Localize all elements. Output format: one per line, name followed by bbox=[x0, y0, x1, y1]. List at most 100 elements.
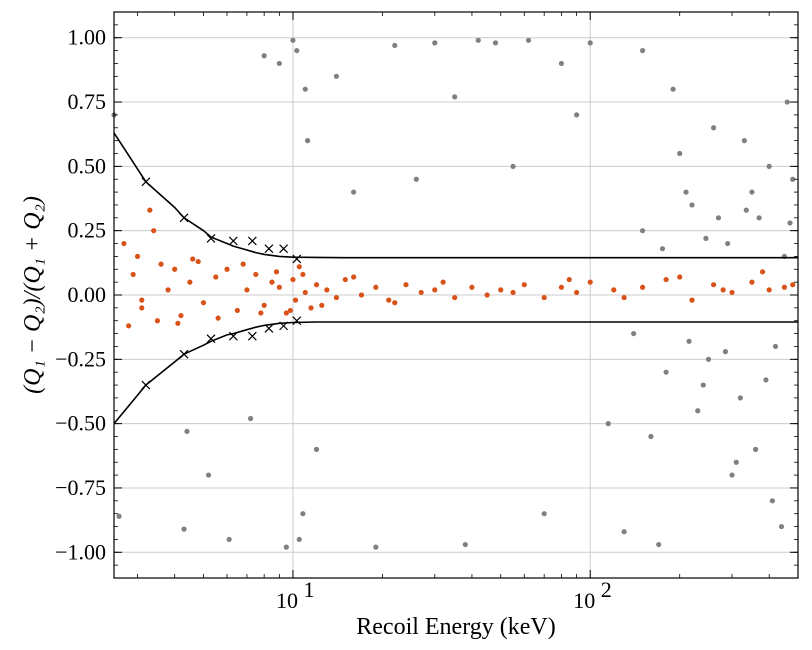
cross-marker bbox=[264, 244, 274, 254]
selected-point bbox=[452, 294, 458, 301]
rejected-point bbox=[695, 408, 701, 414]
rejected-point bbox=[302, 86, 308, 92]
cross-marker bbox=[247, 236, 257, 246]
selected-point bbox=[175, 320, 181, 326]
rejected-point bbox=[787, 220, 793, 226]
rejected-point bbox=[525, 37, 532, 43]
selected-point bbox=[510, 289, 516, 296]
rejected-point bbox=[475, 37, 481, 43]
y-tick-label: 0.75 bbox=[68, 89, 107, 114]
upper-band-line bbox=[113, 132, 798, 259]
selected-point bbox=[432, 287, 438, 293]
x-tick-exponent: 1 bbox=[303, 577, 314, 602]
rejected-point bbox=[763, 377, 769, 383]
rejected-point bbox=[574, 112, 580, 118]
y-tick-label: −0.75 bbox=[55, 475, 106, 500]
cross-marker bbox=[206, 233, 216, 243]
y-tick-label: 1.00 bbox=[68, 25, 107, 50]
selected-point bbox=[386, 297, 392, 303]
rejected-point bbox=[631, 330, 637, 337]
selected-point bbox=[469, 284, 475, 290]
rejected-point bbox=[710, 125, 717, 131]
selected-point bbox=[663, 276, 669, 283]
rejected-point bbox=[778, 523, 785, 530]
cross-marker bbox=[279, 244, 289, 254]
selected-point bbox=[134, 253, 141, 260]
selected-point bbox=[154, 318, 161, 324]
selected-point bbox=[213, 274, 219, 280]
selected-point bbox=[234, 307, 240, 314]
selected-point bbox=[139, 305, 145, 311]
cross-marker bbox=[264, 324, 274, 333]
cross-marker bbox=[228, 236, 238, 246]
selected-point bbox=[200, 300, 207, 306]
rejected-point bbox=[116, 513, 122, 519]
cross-marker bbox=[292, 316, 302, 326]
rejected-point bbox=[686, 338, 692, 344]
selected-point bbox=[729, 289, 735, 296]
rejected-point bbox=[181, 526, 187, 532]
selected-point bbox=[302, 289, 308, 296]
selected-point bbox=[139, 297, 145, 303]
selected-point bbox=[484, 292, 490, 298]
rejected-point bbox=[648, 433, 654, 440]
selected-point bbox=[574, 289, 580, 296]
rejected-point bbox=[510, 163, 516, 169]
rejected-point bbox=[756, 215, 762, 221]
rejected-point bbox=[715, 215, 722, 221]
cross-marker bbox=[141, 177, 151, 187]
rejected-point bbox=[373, 544, 379, 550]
rejected-point bbox=[705, 356, 712, 362]
rejected-point bbox=[605, 421, 611, 427]
cross-marker bbox=[247, 331, 257, 341]
cross-marker bbox=[228, 331, 238, 341]
rejected-point bbox=[226, 536, 232, 543]
selected-point bbox=[126, 323, 132, 329]
selected-point bbox=[358, 292, 365, 298]
rejected-point bbox=[656, 541, 662, 548]
selected-point bbox=[147, 207, 153, 213]
rejected-point bbox=[677, 150, 683, 157]
selected-point bbox=[720, 287, 726, 293]
rejected-point bbox=[294, 47, 300, 54]
selected-point bbox=[283, 310, 289, 316]
cross-marker bbox=[206, 334, 216, 344]
selected-point bbox=[190, 256, 196, 262]
lower-band-line bbox=[113, 321, 798, 425]
selected-point bbox=[308, 305, 314, 311]
selected-point bbox=[621, 294, 627, 301]
rejected-point bbox=[663, 369, 669, 375]
cross-marker bbox=[279, 321, 289, 331]
selected-point bbox=[418, 289, 424, 296]
selected-point bbox=[258, 310, 264, 316]
selected-point bbox=[292, 297, 299, 303]
grid-lines bbox=[114, 12, 798, 578]
selected-point bbox=[296, 264, 302, 270]
selected-point bbox=[165, 287, 171, 293]
rejected-point bbox=[587, 40, 593, 46]
selected-point bbox=[276, 284, 282, 290]
selected-point bbox=[392, 300, 398, 306]
rejected-point bbox=[683, 189, 689, 195]
rejected-point bbox=[432, 40, 438, 46]
rejected-point bbox=[247, 415, 254, 422]
selected-point bbox=[710, 282, 717, 288]
rejected-point bbox=[639, 47, 646, 54]
selected-point bbox=[521, 282, 527, 288]
rejected-point bbox=[772, 343, 779, 350]
rejected-point bbox=[351, 189, 357, 195]
rejected-point bbox=[659, 246, 666, 252]
y-tick-label: 0.50 bbox=[68, 153, 107, 178]
rejected-point bbox=[290, 37, 296, 43]
selected-point bbox=[342, 276, 348, 283]
rejected-point bbox=[733, 459, 739, 465]
rejected-point bbox=[621, 529, 627, 535]
x-tick-label: 10 bbox=[573, 588, 595, 613]
selected-point bbox=[287, 307, 293, 314]
y-tick-label: −1.00 bbox=[55, 539, 106, 564]
selected-point bbox=[172, 266, 178, 272]
selected-point bbox=[121, 240, 127, 247]
selected-point bbox=[261, 302, 267, 308]
selected-point bbox=[333, 294, 340, 301]
y-tick-label: −0.50 bbox=[55, 411, 106, 436]
